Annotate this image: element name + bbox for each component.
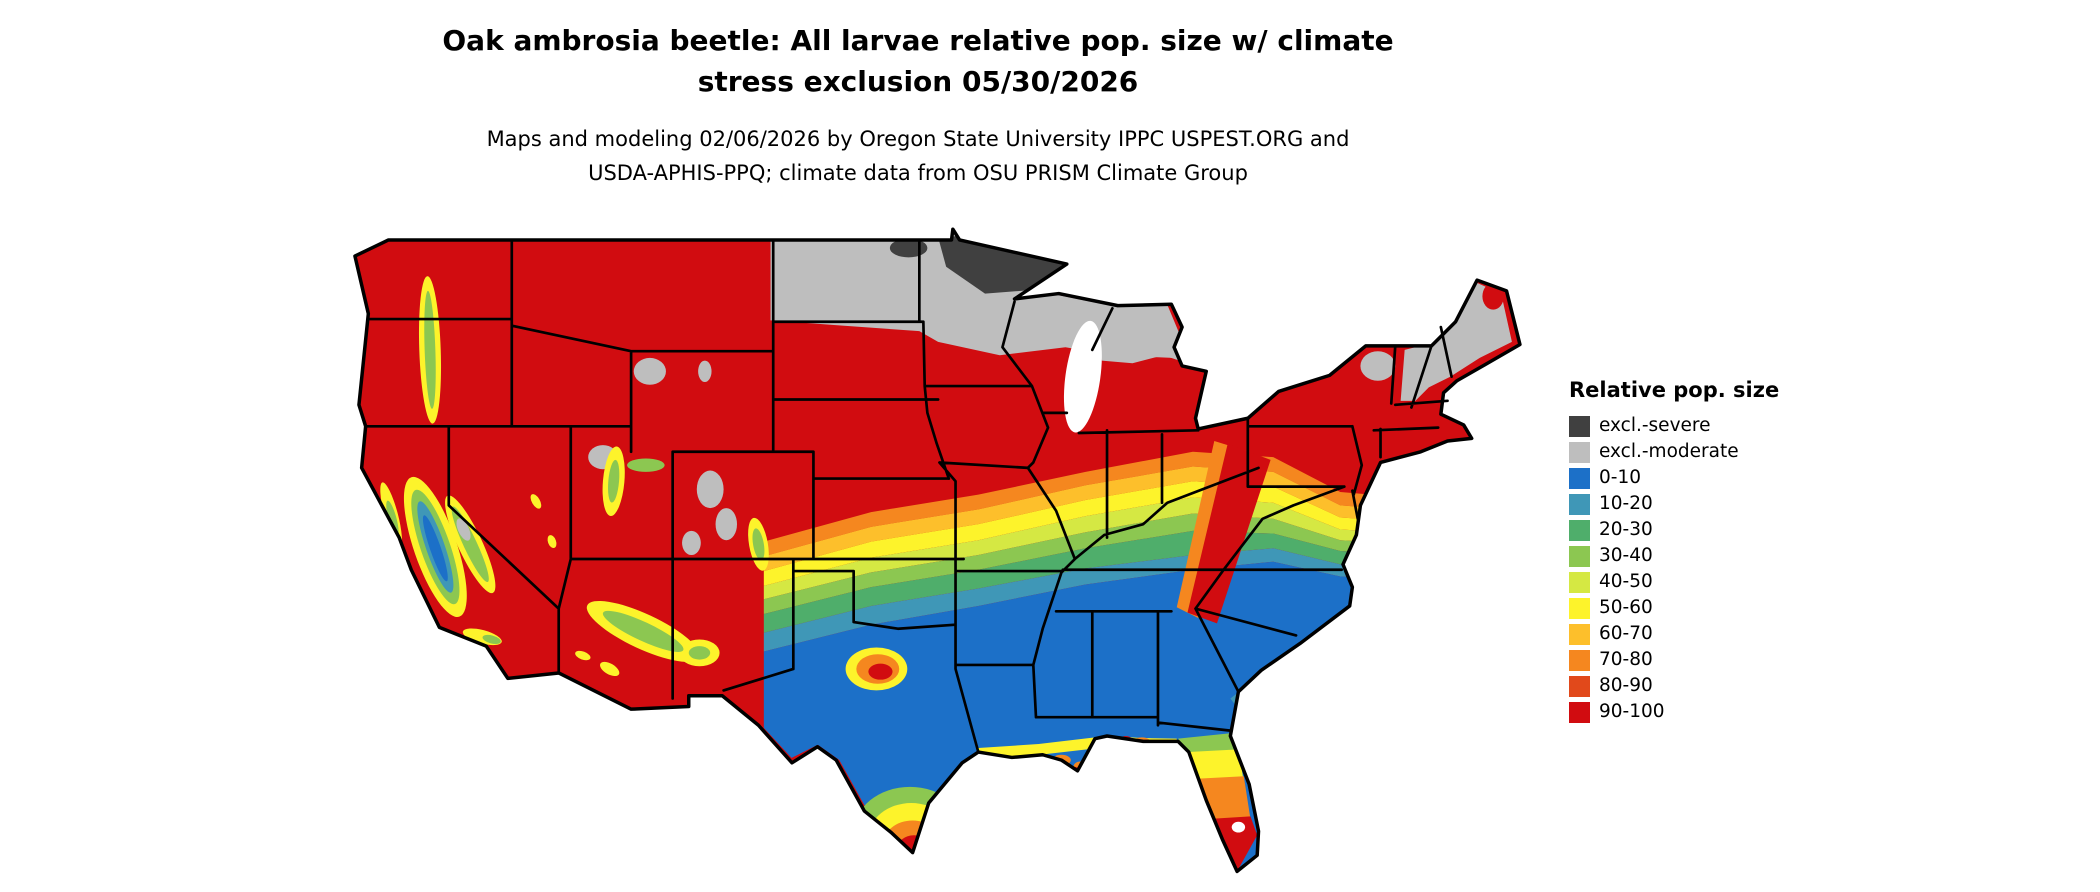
legend-label: 50-60: [1599, 597, 1653, 618]
subtitle-line-2: USDA-APHIS-PPQ; climate data from OSU PR…: [588, 161, 1248, 185]
legend-swatch-40-50: [1569, 571, 1590, 593]
legend-label: excl.-moderate: [1599, 441, 1739, 462]
region-excl-moderate: [588, 230, 1512, 555]
page-subtitle: Maps and modeling 02/06/2026 by Oregon S…: [318, 122, 1518, 190]
band-20-30: [763, 530, 1520, 633]
legend-swatch-excl-severe: [1569, 415, 1590, 437]
legend-label: 70-80: [1599, 649, 1653, 670]
legend-swatch-50-60: [1569, 597, 1590, 619]
legend: Relative pop. size excl.-severe excl.-mo…: [1569, 378, 1869, 725]
legend-item: 40-50: [1569, 569, 1869, 595]
page-title: Oak ambrosia beetle: All larvae relative…: [318, 20, 1518, 102]
band-50-60: [763, 481, 1520, 586]
legend-item: 30-40: [1569, 543, 1869, 569]
legend-swatch-80-90: [1569, 675, 1590, 697]
band-40-50: [763, 497, 1520, 600]
legend-label: 20-30: [1599, 519, 1653, 540]
legend-item: excl.-moderate: [1569, 439, 1869, 465]
map-fill-layers: [354, 229, 1520, 872]
legend-item: 60-70: [1569, 621, 1869, 647]
legend-label: 60-70: [1599, 623, 1653, 644]
legend-item: excl.-severe: [1569, 413, 1869, 439]
legend-label: 80-90: [1599, 675, 1653, 696]
legend-swatch-0-10: [1569, 467, 1590, 489]
legend-swatch-60-70: [1569, 623, 1590, 645]
patch-sierra-gray: [456, 518, 471, 541]
legend-label: 0-10: [1599, 467, 1641, 488]
legend-item: 20-30: [1569, 517, 1869, 543]
legend-swatch-excl-moderate: [1569, 441, 1590, 463]
appalachian-red-stripe: [1187, 443, 1271, 624]
legend-title: Relative pop. size: [1569, 378, 1780, 402]
legend-item: 80-90: [1569, 673, 1869, 699]
legend-item: 10-20: [1569, 491, 1869, 517]
band-10-20: [763, 548, 1520, 652]
title-line-1: Oak ambrosia beetle: All larvae relative…: [442, 24, 1394, 57]
us-outline: [353, 227, 1522, 874]
south-texas-zones: [853, 786, 967, 872]
legend-label: 10-20: [1599, 493, 1653, 514]
legend-item: 90-100: [1569, 699, 1869, 725]
legend-label: 40-50: [1599, 571, 1653, 592]
legend-item: 50-60: [1569, 595, 1869, 621]
legend-swatch-70-80: [1569, 649, 1590, 671]
subtitle-line-1: Maps and modeling 02/06/2026 by Oregon S…: [486, 127, 1350, 151]
title-line-2: stress exclusion 05/30/2026: [697, 65, 1139, 98]
legend-swatch-30-40: [1569, 545, 1590, 567]
legend-item: 0-10: [1569, 465, 1869, 491]
patch-valley-blue: [422, 515, 448, 582]
legend-swatch-10-20: [1569, 493, 1590, 515]
legend-label: 30-40: [1599, 545, 1653, 566]
legend-label: excl.-severe: [1599, 415, 1711, 436]
us-distribution-map: [308, 226, 1528, 884]
legend-label: 90-100: [1599, 701, 1665, 722]
us-map-svg: [353, 227, 1522, 874]
band-30-40: [763, 513, 1520, 614]
legend-swatch-20-30: [1569, 519, 1590, 541]
florida-zones: [1107, 733, 1258, 872]
legend-item: 70-80: [1569, 647, 1869, 673]
legend-swatch-90-100: [1569, 701, 1590, 723]
state-borders: [364, 238, 1453, 754]
